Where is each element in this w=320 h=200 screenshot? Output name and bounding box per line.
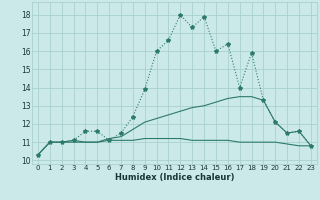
X-axis label: Humidex (Indice chaleur): Humidex (Indice chaleur) (115, 173, 234, 182)
